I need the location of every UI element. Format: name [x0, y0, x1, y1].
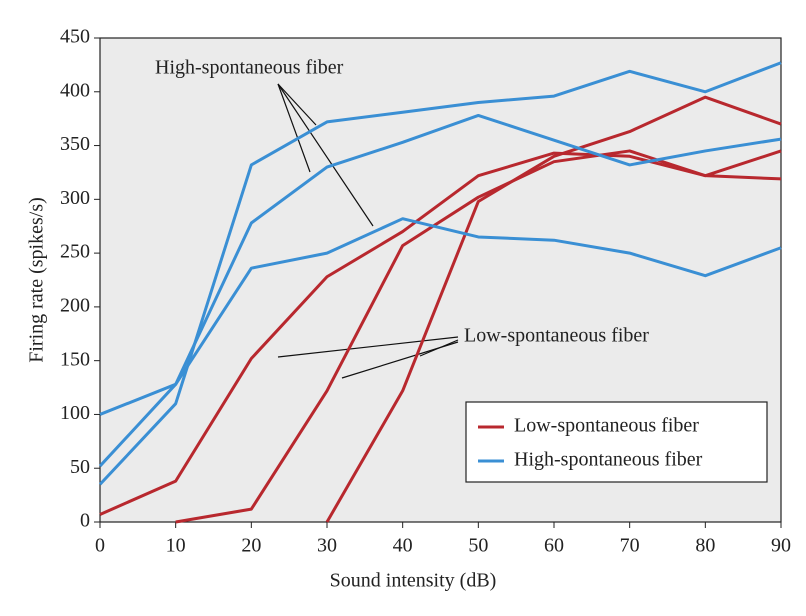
y-tick-label: 450 — [60, 26, 90, 48]
y-tick-label: 0 — [80, 510, 90, 532]
arrow — [341, 341, 459, 379]
x-tick-label: 0 — [95, 535, 105, 557]
x-tick-label: 30 — [317, 535, 337, 557]
x-tick-label: 80 — [695, 535, 715, 557]
x-axis-label: Sound intensity (dB) — [330, 570, 497, 592]
legend-label: High-spontaneous fiber — [514, 449, 703, 471]
y-tick-label: 300 — [60, 187, 90, 209]
x-tick-label: 70 — [620, 535, 640, 557]
y-tick-label: 250 — [60, 241, 90, 263]
x-tick-label: 20 — [241, 535, 261, 557]
y-tick-label: 150 — [60, 348, 90, 370]
legend: Low-spontaneous fiber High-spontaneous fi… — [465, 401, 768, 483]
annotation: Low-spontaneous fiber — [464, 325, 649, 347]
annotation-arrows — [277, 83, 459, 379]
y-axis-label: Firing rate (spikes/s) — [26, 197, 48, 363]
y-tick-label: 200 — [60, 294, 90, 316]
legend-label: Low-spontaneous fiber — [514, 415, 699, 437]
x-tick-label: 10 — [166, 535, 186, 557]
x-tick-label: 60 — [544, 535, 564, 557]
x-tick-label: 40 — [393, 535, 413, 557]
series-line — [325, 95, 782, 523]
y-tick-label: 400 — [60, 79, 90, 101]
y-tick-label: 50 — [70, 456, 90, 478]
series-line — [99, 217, 782, 416]
arrow — [277, 336, 459, 358]
x-tick-label: 90 — [771, 535, 791, 557]
legend-box — [465, 401, 768, 483]
arrow — [277, 83, 311, 173]
series-line — [98, 61, 782, 486]
x-tick-label: 50 — [468, 535, 488, 557]
series-line — [175, 149, 782, 524]
series-line — [98, 113, 782, 468]
arrow — [277, 83, 374, 227]
annotation-bg — [152, 55, 398, 83]
series-line — [99, 149, 782, 516]
annotation: High-spontaneous fiber — [155, 57, 344, 79]
y-tick-label: 100 — [60, 402, 90, 424]
y-tick-label: 350 — [60, 133, 90, 155]
annotation-bg — [461, 323, 701, 351]
arrow — [277, 83, 317, 126]
